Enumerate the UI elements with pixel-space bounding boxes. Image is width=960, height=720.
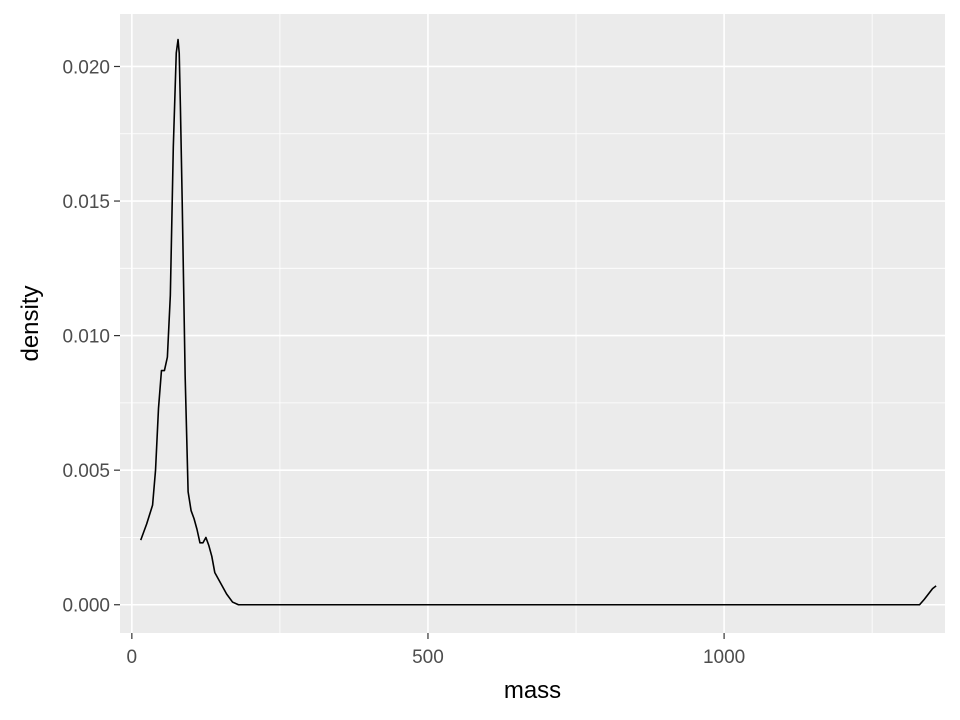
y-tick-label: 0.015 <box>62 192 110 213</box>
x-tick-label: 500 <box>412 647 444 668</box>
plot-panel <box>120 14 945 633</box>
x-axis-title: mass <box>504 677 561 704</box>
y-tick-label: 0.020 <box>62 57 110 78</box>
x-tick-label: 1000 <box>703 647 745 668</box>
y-tick-label: 0.000 <box>62 596 110 617</box>
y-tick-label: 0.005 <box>62 461 110 482</box>
x-tick-label: 0 <box>127 647 138 668</box>
y-axis-title: density <box>17 285 44 361</box>
y-tick-label: 0.010 <box>62 327 110 348</box>
x-axis-ticks: 0 500 1000 <box>127 633 745 668</box>
y-axis-ticks: 0.000 0.005 0.010 0.015 0.020 <box>62 57 120 617</box>
minor-gridlines <box>120 14 945 633</box>
density-line <box>139 38 937 606</box>
